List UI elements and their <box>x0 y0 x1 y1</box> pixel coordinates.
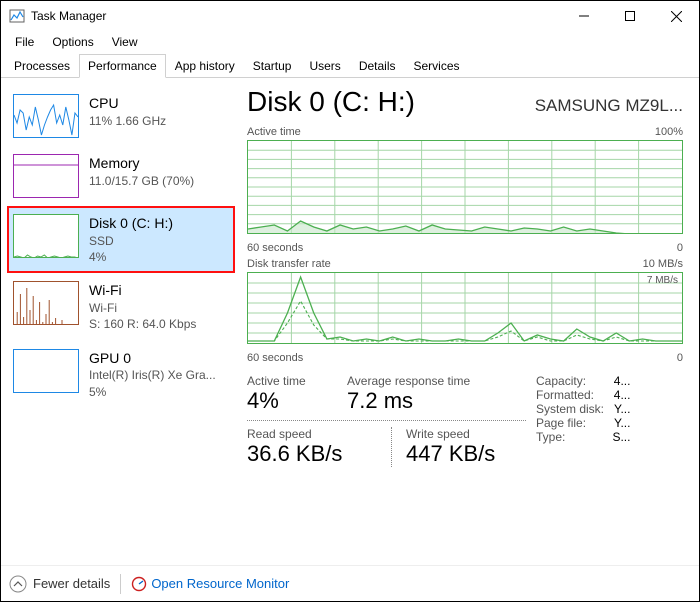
stat-avg-label: Average response time <box>347 374 507 388</box>
transfer-rate-chart: 7 MB/s <box>247 272 683 344</box>
tab-services[interactable]: Services <box>405 54 469 78</box>
main-title: Disk 0 (C: H:) <box>247 86 415 118</box>
tab-app-history[interactable]: App history <box>166 54 244 78</box>
sidebar-item-text: Memory11.0/15.7 GB (70%) <box>89 154 194 189</box>
app-icon <box>9 8 25 24</box>
tab-details[interactable]: Details <box>350 54 405 78</box>
sidebar-item-gpu-0[interactable]: GPU 0Intel(R) Iris(R) Xe Gra...5% <box>7 341 235 408</box>
stat-avg-value: 7.2 ms <box>347 388 507 414</box>
maximize-button[interactable] <box>607 1 653 31</box>
meta-row: Formatted:4... <box>536 388 630 402</box>
sidebar-item-wi-fi[interactable]: Wi-FiWi-FiS: 160 R: 64.0 Kbps <box>7 273 235 340</box>
stat-read-label: Read speed <box>247 427 377 441</box>
sidebar-item-text: Disk 0 (C: H:)SSD4% <box>89 214 173 265</box>
stat-active-value: 4% <box>247 388 347 414</box>
sidebar-thumb <box>13 349 79 393</box>
sidebar-thumb <box>13 281 79 325</box>
tab-performance[interactable]: Performance <box>79 54 166 78</box>
footer: Fewer details Open Resource Monitor <box>1 565 699 601</box>
sidebar-item-memory[interactable]: Memory11.0/15.7 GB (70%) <box>7 146 235 206</box>
active-chart-label-right: 100% <box>655 126 683 138</box>
fewer-details-button[interactable]: Fewer details <box>9 575 110 593</box>
active-chart-x-left: 60 seconds <box>247 242 303 254</box>
xfer-sub-label: 7 MB/s <box>647 275 678 286</box>
active-time-chart <box>247 140 683 234</box>
xfer-chart-label-left: Disk transfer rate <box>247 258 331 270</box>
meta-row: System disk:Y... <box>536 402 630 416</box>
stat-write-value: 447 KB/s <box>406 441 526 467</box>
minimize-button[interactable] <box>561 1 607 31</box>
sidebar-item-title: Disk 0 (C: H:) <box>89 214 173 233</box>
sidebar-item-text: GPU 0Intel(R) Iris(R) Xe Gra...5% <box>89 349 216 400</box>
close-button[interactable] <box>653 1 699 31</box>
xfer-chart-label-right: 10 MB/s <box>643 258 683 270</box>
sidebar: CPU11% 1.66 GHz Memory11.0/15.7 GB (70%) D… <box>1 78 241 563</box>
orm-label: Open Resource Monitor <box>151 576 289 591</box>
footer-separator <box>120 574 121 594</box>
tab-startup[interactable]: Startup <box>244 54 301 78</box>
meta-pane: Capacity:4...Formatted:4...System disk:Y… <box>536 374 630 467</box>
sidebar-item-text: CPU11% 1.66 GHz <box>89 94 166 129</box>
xfer-chart-x-right: 0 <box>677 352 683 364</box>
sidebar-item-cpu[interactable]: CPU11% 1.66 GHz <box>7 86 235 146</box>
tab-users[interactable]: Users <box>300 54 349 78</box>
stat-write-label: Write speed <box>406 427 526 441</box>
active-chart-x-right: 0 <box>677 242 683 254</box>
meta-row: Page file:Y... <box>536 416 630 430</box>
tabbar: ProcessesPerformanceApp historyStartupUs… <box>1 53 699 78</box>
sidebar-item-title: CPU <box>89 94 166 113</box>
sidebar-thumb <box>13 94 79 138</box>
sidebar-item-title: GPU 0 <box>89 349 216 368</box>
sidebar-item-disk-0-c-h-[interactable]: Disk 0 (C: H:)SSD4% <box>7 206 235 273</box>
xfer-chart-x-left: 60 seconds <box>247 352 303 364</box>
fewer-details-label: Fewer details <box>33 576 110 591</box>
chevron-up-icon <box>9 575 27 593</box>
sidebar-item-title: Memory <box>89 154 194 173</box>
main-pane: Disk 0 (C: H:) SAMSUNG MZ9L... Active ti… <box>241 78 699 563</box>
stat-read-value: 36.6 KB/s <box>247 441 377 467</box>
menu-file[interactable]: File <box>7 33 42 51</box>
sidebar-item-text: Wi-FiWi-FiS: 160 R: 64.0 Kbps <box>89 281 196 332</box>
stat-active-label: Active time <box>247 374 347 388</box>
menu-view[interactable]: View <box>104 33 146 51</box>
active-chart-label-left: Active time <box>247 126 301 138</box>
menubar: File Options View <box>1 31 699 53</box>
titlebar: Task Manager <box>1 1 699 31</box>
sidebar-thumb <box>13 214 79 258</box>
open-resource-monitor-link[interactable]: Open Resource Monitor <box>131 576 289 592</box>
meta-row: Type:S... <box>536 430 630 444</box>
menu-options[interactable]: Options <box>44 33 101 51</box>
meta-row: Capacity:4... <box>536 374 630 388</box>
device-model: SAMSUNG MZ9L... <box>535 96 683 116</box>
sidebar-item-title: Wi-Fi <box>89 281 196 300</box>
window-title: Task Manager <box>31 9 561 23</box>
tab-processes[interactable]: Processes <box>5 54 79 78</box>
sidebar-thumb <box>13 154 79 198</box>
resource-monitor-icon <box>131 576 147 592</box>
